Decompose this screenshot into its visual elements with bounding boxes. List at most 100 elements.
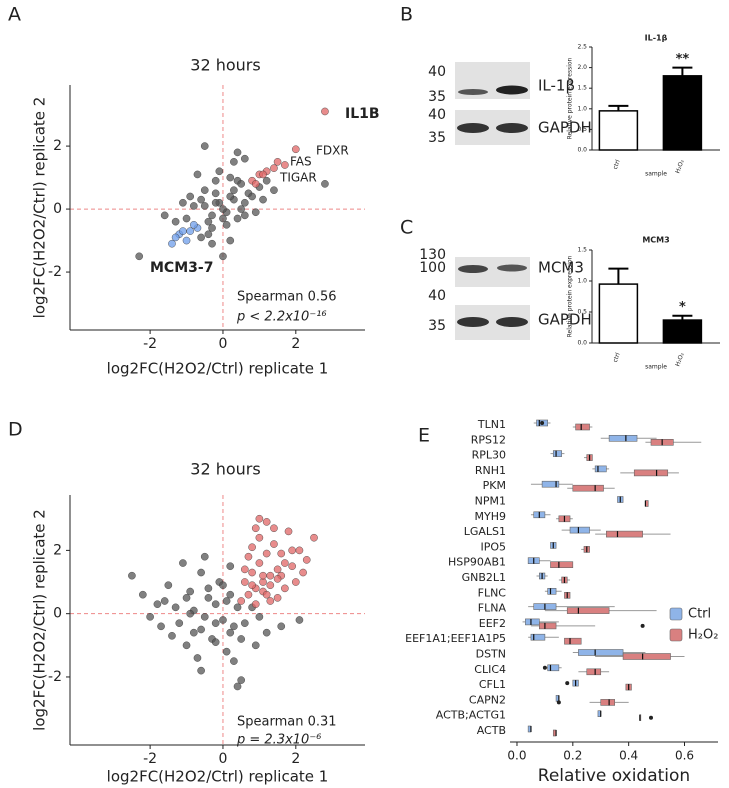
x-tick-label: 0.4 <box>619 749 638 763</box>
point <box>255 613 264 621</box>
point <box>211 176 220 185</box>
y-tick-label: 2 <box>53 542 62 558</box>
point <box>190 628 198 637</box>
annotation: IL1B <box>345 106 380 122</box>
point <box>259 195 267 204</box>
point <box>219 214 227 223</box>
x-tick-label: H₂O₂ <box>674 351 686 367</box>
point <box>273 594 282 602</box>
point <box>273 158 282 166</box>
point <box>251 524 260 533</box>
point <box>171 217 180 226</box>
point <box>179 198 187 207</box>
annotation: p = 2.3x10⁻⁶ <box>236 733 321 748</box>
annotation: TIGAR <box>279 171 317 185</box>
point <box>197 666 205 675</box>
annotation: MCM3-7 <box>150 260 213 276</box>
x-tick-label: -2 <box>143 336 157 352</box>
category-label: GNB2L1 <box>462 571 506 584</box>
point <box>233 214 242 223</box>
chart-title: 32 hours <box>190 460 260 479</box>
point <box>248 581 256 589</box>
bar <box>662 319 703 344</box>
point <box>302 556 311 564</box>
point <box>244 590 253 599</box>
box <box>622 653 671 660</box>
outlier <box>540 421 545 425</box>
point <box>292 145 300 154</box>
category-label: CFL1 <box>479 678 506 691</box>
point <box>226 562 235 571</box>
point <box>292 578 300 586</box>
x-tick-label: ctrl <box>612 159 622 171</box>
x-tick-label: 0.6 <box>675 749 694 763</box>
point <box>200 202 209 210</box>
point <box>219 616 227 624</box>
point <box>230 158 238 166</box>
category-label: PKM <box>483 479 506 492</box>
y-axis-label: log2FC(H2O2/Ctrl) replicate 2 <box>31 509 49 731</box>
bar <box>598 283 639 344</box>
y-tick-label: 1.5 <box>577 85 587 92</box>
point <box>226 590 235 599</box>
point <box>248 192 256 201</box>
point <box>237 635 245 643</box>
box <box>606 530 643 538</box>
point <box>266 571 275 580</box>
point <box>270 186 278 194</box>
point <box>190 221 198 229</box>
point <box>226 192 235 201</box>
point <box>215 167 224 176</box>
panel-letter: E <box>418 425 430 447</box>
box <box>564 637 582 645</box>
point <box>211 600 220 608</box>
category-label: ACTB <box>477 724 506 737</box>
blot-marker: 35 <box>428 89 446 105</box>
point <box>200 552 209 561</box>
point <box>262 518 271 526</box>
point <box>259 578 267 586</box>
point <box>204 594 213 602</box>
point <box>251 180 260 188</box>
blot-label: GAPDH <box>538 119 592 137</box>
point <box>230 186 238 194</box>
outlier <box>640 623 645 628</box>
point <box>146 613 154 621</box>
point <box>200 186 209 194</box>
x-tick-label: ctrl <box>612 352 622 364</box>
point <box>168 632 176 640</box>
x-axis-label: sample <box>645 364 667 371</box>
point <box>288 546 296 555</box>
point <box>226 236 235 245</box>
x-tick-label: 0.0 <box>507 749 526 763</box>
box <box>541 480 560 488</box>
x-axis-label: log2FC(H2O2/Ctrl) replicate 1 <box>107 360 329 378</box>
category-label: DSTN <box>476 648 506 661</box>
point <box>262 549 271 558</box>
point <box>204 217 213 226</box>
y-tick-label: 2.5 <box>577 44 587 51</box>
chart-title: IL-1β <box>645 34 668 43</box>
category-label: RPL30 <box>472 449 506 462</box>
point <box>244 552 253 561</box>
annotation: Spearman 0.56 <box>237 290 337 305</box>
outlier <box>542 665 547 670</box>
category-label: EEF1A1;EEF1A1P5 <box>405 632 506 645</box>
box <box>608 434 638 442</box>
box <box>539 622 557 630</box>
box <box>530 633 546 641</box>
point <box>211 619 220 627</box>
panel-letter: D <box>8 419 23 441</box>
significance: * <box>679 300 686 315</box>
category-label: FLNA <box>478 602 507 615</box>
x-tick-label: -2 <box>143 751 157 767</box>
box <box>566 607 610 614</box>
point <box>128 571 136 580</box>
point <box>219 252 227 261</box>
blot-band <box>496 85 528 95</box>
point <box>233 682 242 691</box>
point <box>273 575 282 583</box>
y-tick-label: 0.5 <box>577 309 587 316</box>
blot-marker: 40 <box>428 107 446 123</box>
